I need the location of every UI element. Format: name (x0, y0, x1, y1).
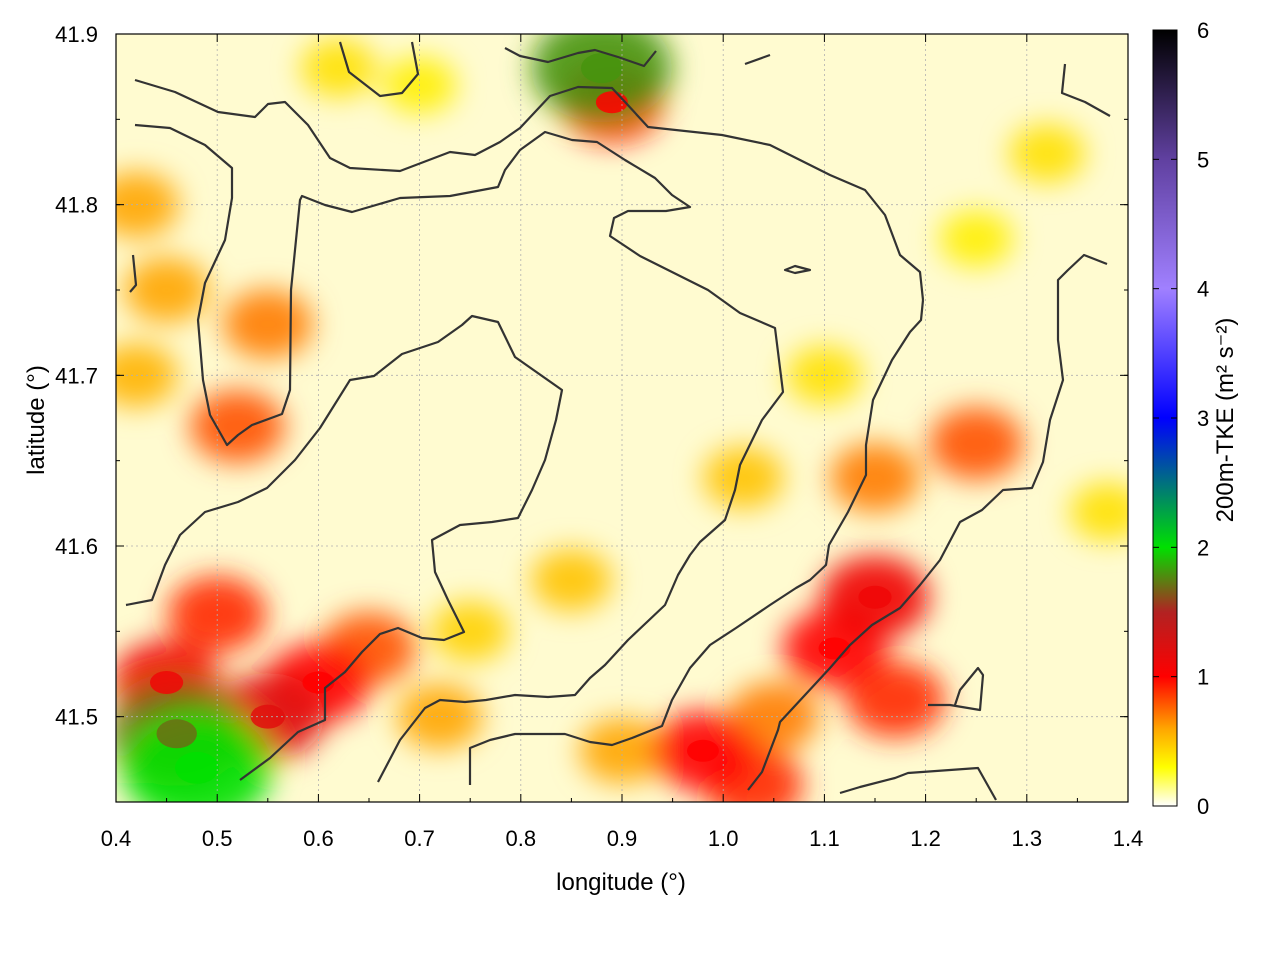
heatmap-cell (1069, 482, 1128, 542)
y-tick-label: 41.5 (55, 705, 98, 730)
x-tick-label: 0.5 (202, 826, 233, 851)
heatmap-cell (431, 601, 510, 662)
heatmap-core (156, 719, 197, 749)
x-axis-label: longitude (°) (556, 869, 686, 896)
heatmap-cell (1009, 124, 1085, 183)
heatmap-core (858, 585, 892, 609)
colorbar-tick-label: 3 (1197, 406, 1209, 431)
heatmap-cell (123, 257, 210, 323)
x-tick-label: 1.2 (910, 826, 941, 851)
x-tick-label: 0.9 (607, 826, 638, 851)
heatmap-cell (728, 682, 819, 752)
contour-line (504, 47, 657, 68)
colorbar-tick-label: 0 (1197, 794, 1209, 819)
contour-line (928, 666, 985, 712)
x-tick-label: 0.6 (303, 826, 334, 851)
heatmap-cell (397, 683, 483, 750)
contour-line (338, 41, 420, 98)
x-tick-label: 1.4 (1113, 826, 1144, 851)
contour-line (744, 53, 771, 66)
contour-line (468, 299, 925, 785)
contour-line (1060, 63, 1111, 117)
heatmap-core (686, 739, 719, 762)
y-tick-label: 41.8 (55, 193, 98, 218)
contour-layer (125, 41, 1111, 801)
heatmap-layer (116, 34, 1128, 802)
heatmap-cell (190, 390, 285, 463)
heatmap-cell (222, 289, 313, 359)
colorbar-label: 200m-TKE (m² s⁻²) (1212, 318, 1239, 523)
contour-line (747, 253, 1108, 791)
plot-area: 0.4 0.5 0.6 0.7 0.8 0.9 1.0 1.1 1.2 1.3 1.4 41.541… (55, 22, 1144, 851)
colorbar-tick-label: 5 (1197, 147, 1209, 172)
y-tick-label: 41.7 (55, 363, 98, 388)
heatmap-cell (531, 549, 612, 612)
contour-line (125, 314, 564, 781)
contour-line (129, 254, 138, 293)
y-tick-label: 41.6 (55, 534, 98, 559)
x-tick-label: 1.0 (708, 826, 739, 851)
contour-line (134, 78, 925, 301)
heatmap-cell (845, 661, 945, 738)
colorbar-ticks: 0 1 2 3 4 5 6 (1153, 18, 1209, 819)
heatmap-cell (703, 446, 784, 509)
colorbar-tick-label: 4 (1197, 277, 1209, 302)
x-tick-label: 1.3 (1012, 826, 1043, 851)
heatmap-cell (830, 443, 920, 513)
colorbar-tick-label: 1 (1197, 665, 1209, 690)
heatmap-cell (939, 210, 1013, 268)
tick-marks (115, 33, 1129, 803)
contour-line (839, 766, 997, 801)
heatmap-core (595, 91, 628, 114)
heatmap-blobs (116, 34, 1128, 802)
x-tick-label: 0.8 (506, 826, 537, 851)
colorbar: 0 1 2 3 4 5 6 200m-TKE (m² s⁻²) (1152, 18, 1239, 819)
heatmap-core (580, 53, 623, 84)
colorbar-tick-label: 2 (1197, 535, 1209, 560)
x-tick-label: 0.7 (404, 826, 435, 851)
x-tick-label: 0.4 (101, 826, 132, 851)
heatmap-cell (928, 407, 1024, 480)
heatmap-core (150, 671, 184, 695)
y-tick-label: 41.9 (55, 22, 98, 47)
contour-line (134, 123, 785, 783)
heatmap-cell (300, 38, 377, 98)
heatmap-core (174, 751, 219, 784)
x-tick-labels: 0.4 0.5 0.6 0.7 0.8 0.9 1.0 1.1 1.2 1.3 1.4 (101, 826, 1144, 851)
colorbar-tick-label: 6 (1197, 18, 1209, 43)
y-axis-label: latitude (°) (23, 365, 50, 475)
x-tick-label: 1.1 (809, 826, 840, 851)
y-tick-labels: 41.5 41.6 41.7 41.8 41.9 (55, 22, 98, 730)
contour-line (783, 264, 812, 275)
